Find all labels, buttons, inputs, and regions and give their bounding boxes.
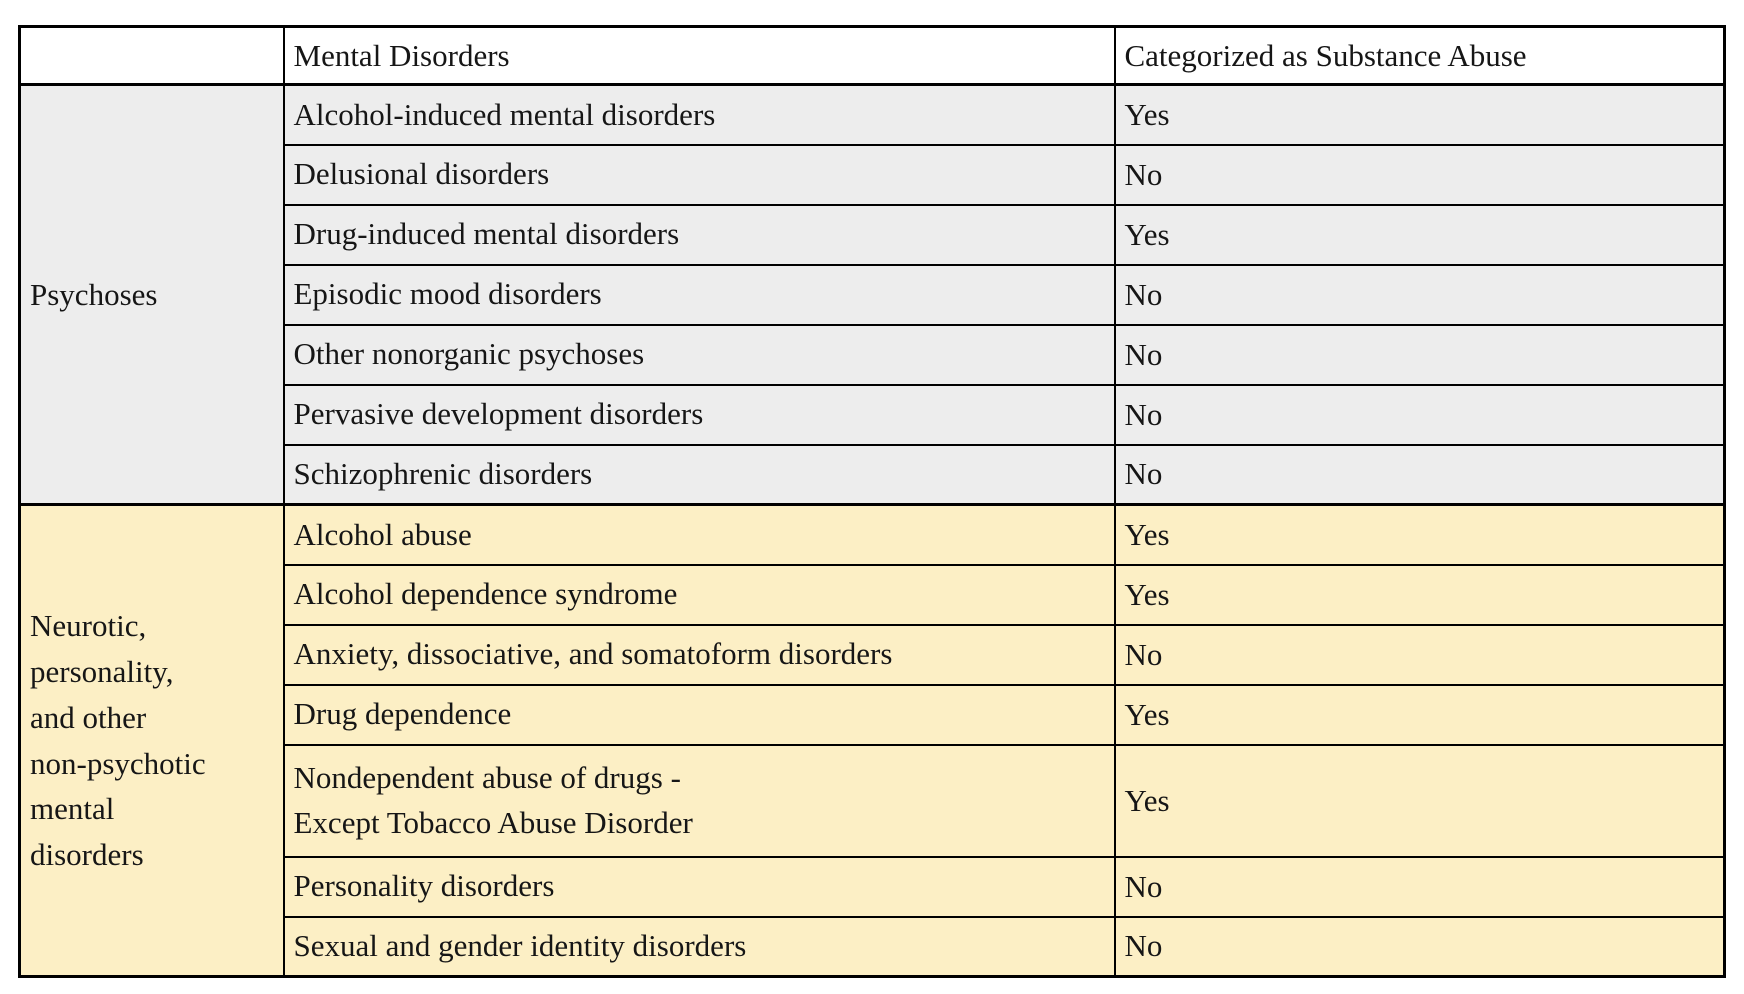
table-row: Alcohol dependence syndrome Yes [20, 563, 1726, 626]
table-row: Personality disorders No [20, 855, 1726, 918]
table-row: Sexual and gender identity disorders No [20, 915, 1726, 978]
disorder-name-cell: Anxiety, dissociative, and somatoform di… [282, 623, 1116, 686]
table-row: Neurotic, personality, and other non-psy… [18, 503, 1726, 978]
disorder-name-cell: Drug-induced mental disorders [282, 203, 1116, 266]
table-row: Nondependent abuse of drugs - Except Tob… [20, 743, 1726, 858]
substance-abuse-value-cell: No [1113, 263, 1726, 326]
table-row: Anxiety, dissociative, and somatoform di… [20, 623, 1726, 686]
mental-disorders-table: Mental Disorders Categorized as Substanc… [18, 25, 1726, 978]
disorder-name-cell: Schizophrenic disorders [282, 443, 1116, 506]
substance-abuse-value-cell: Yes [1113, 743, 1726, 858]
table-row: Drug-induced mental disorders Yes [20, 203, 1726, 266]
disorder-name-cell: Alcohol-induced mental disorders [282, 83, 1116, 146]
header-row: Mental Disorders Categorized as Substanc… [18, 25, 1726, 86]
substance-abuse-value-cell: Yes [1113, 563, 1726, 626]
disorder-name-cell: Pervasive development disorders [282, 383, 1116, 446]
substance-abuse-value-cell: Yes [1113, 503, 1726, 566]
substance-abuse-value-cell: No [1113, 623, 1726, 686]
substance-abuse-value-cell: Yes [1113, 203, 1726, 266]
disorder-name-cell: Sexual and gender identity disorders [282, 915, 1116, 978]
group-label-cell: Psychoses [18, 83, 285, 506]
header-mental-disorders: Mental Disorders [282, 25, 1116, 86]
substance-abuse-value-cell: No [1113, 443, 1726, 506]
table-row: Other nonorganic psychoses No [20, 323, 1726, 386]
header-categorized-as-substance-abuse: Categorized as Substance Abuse [1113, 25, 1726, 86]
substance-abuse-value-cell: Yes [1113, 683, 1726, 746]
substance-abuse-value-cell: No [1113, 383, 1726, 446]
table-row: Episodic mood disorders No [20, 263, 1726, 326]
disorder-name-cell: Nondependent abuse of drugs - Except Tob… [282, 743, 1116, 858]
disorder-name-cell: Drug dependence [282, 683, 1116, 746]
table-row: Drug dependence Yes [20, 683, 1726, 746]
substance-abuse-value-cell: No [1113, 855, 1726, 918]
disorder-name-cell: Episodic mood disorders [282, 263, 1116, 326]
disorder-name-cell: Alcohol dependence syndrome [282, 563, 1116, 626]
disorder-name-cell: Alcohol abuse [282, 503, 1116, 566]
group-label-cell: Neurotic, personality, and other non-psy… [18, 503, 285, 978]
disorder-name-cell: Delusional disorders [282, 143, 1116, 206]
substance-abuse-value-cell: Yes [1113, 83, 1726, 146]
table-row: Pervasive development disorders No [20, 383, 1726, 446]
substance-abuse-value-cell: No [1113, 143, 1726, 206]
header-corner-empty-cell [18, 25, 285, 86]
substance-abuse-value-cell: No [1113, 323, 1726, 386]
table-row: Psychoses Alcohol-induced mental disorder… [18, 83, 1726, 506]
disorder-name-cell: Other nonorganic psychoses [282, 323, 1116, 386]
disorder-name-cell: Personality disorders [282, 855, 1116, 918]
table-row: Schizophrenic disorders No [20, 443, 1726, 506]
substance-abuse-value-cell: No [1113, 915, 1726, 978]
table-row: Delusional disorders No [20, 143, 1726, 206]
